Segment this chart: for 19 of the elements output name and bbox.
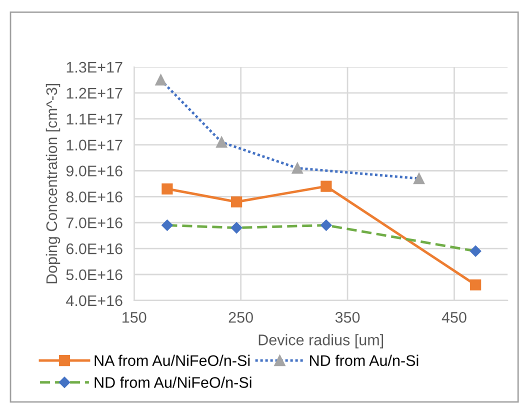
- x-tick-label: 350: [335, 312, 360, 323]
- y-tick-label: 4.0E+16: [66, 295, 122, 306]
- y-tick-label: 1.3E+17: [66, 62, 122, 73]
- y-tick-label: 7.0E+16: [66, 217, 122, 228]
- y-tick-label: 1.1E+17: [66, 114, 122, 124]
- y-tick-label: 6.0E+16: [66, 243, 122, 254]
- y-tick-label: 1.0E+17: [66, 140, 122, 150]
- x-tick-label: 450: [442, 312, 466, 323]
- x-tick-label: 250: [228, 312, 253, 323]
- y-tick-label: 9.0E+16: [66, 166, 122, 176]
- legend-label: NA from Au/NiFeO/n-Si: [94, 354, 250, 366]
- x-tick-label: 150: [122, 312, 146, 323]
- y-tick-label: 5.0E+16: [66, 269, 122, 280]
- y-tick-label: 8.0E+16: [66, 192, 122, 202]
- x-axis-title: Device radius [um]: [258, 334, 384, 348]
- y-axis-title: Doping Concentration [cm^-3]: [46, 84, 60, 284]
- legend-label: ND from Au/n-Si: [310, 354, 418, 366]
- legend-label: ND from Au/NiFeO/n-Si: [94, 376, 252, 388]
- y-tick-label: 1.2E+17: [66, 88, 122, 98]
